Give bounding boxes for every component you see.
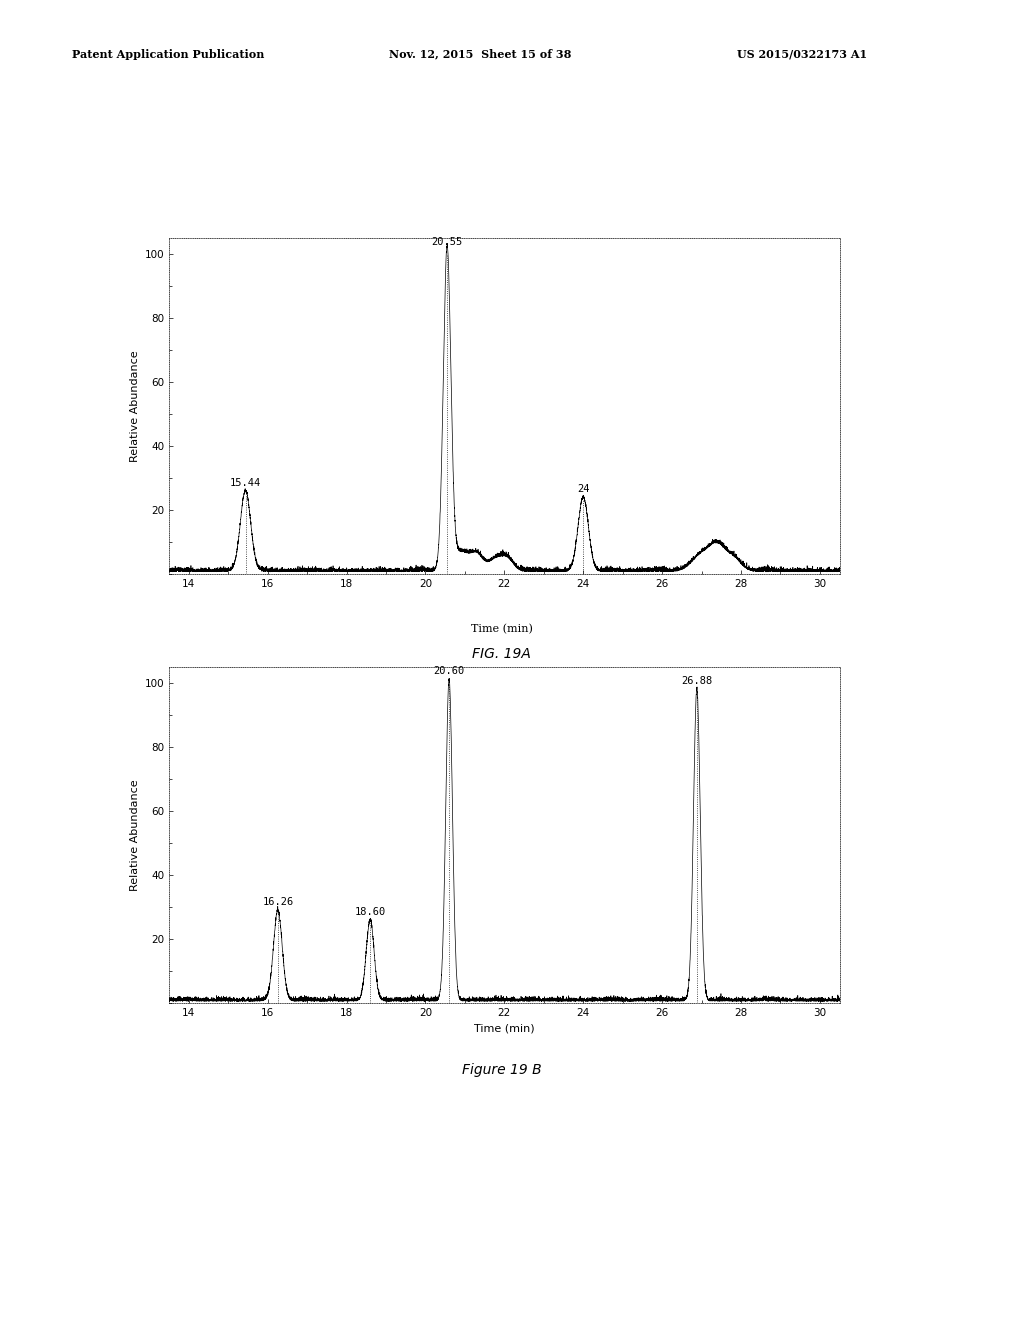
Text: 24: 24: [577, 484, 590, 494]
X-axis label: Time (min): Time (min): [474, 1023, 535, 1034]
Y-axis label: Relative Abundance: Relative Abundance: [130, 350, 140, 462]
Text: Nov. 12, 2015  Sheet 15 of 38: Nov. 12, 2015 Sheet 15 of 38: [389, 49, 571, 59]
Text: 26.88: 26.88: [681, 676, 713, 686]
Text: Figure 19 B: Figure 19 B: [462, 1063, 542, 1077]
Text: Time (min): Time (min): [471, 624, 532, 635]
Text: Patent Application Publication: Patent Application Publication: [72, 49, 264, 59]
Text: 18.60: 18.60: [354, 907, 386, 916]
Text: 15.44: 15.44: [229, 478, 261, 487]
Text: 20.55: 20.55: [431, 238, 463, 247]
Text: US 2015/0322173 A1: US 2015/0322173 A1: [737, 49, 867, 59]
Text: FIG. 19A: FIG. 19A: [472, 647, 531, 661]
Text: 16.26: 16.26: [262, 898, 294, 907]
Y-axis label: Relative Abundance: Relative Abundance: [130, 779, 140, 891]
Text: 20.60: 20.60: [433, 667, 465, 676]
